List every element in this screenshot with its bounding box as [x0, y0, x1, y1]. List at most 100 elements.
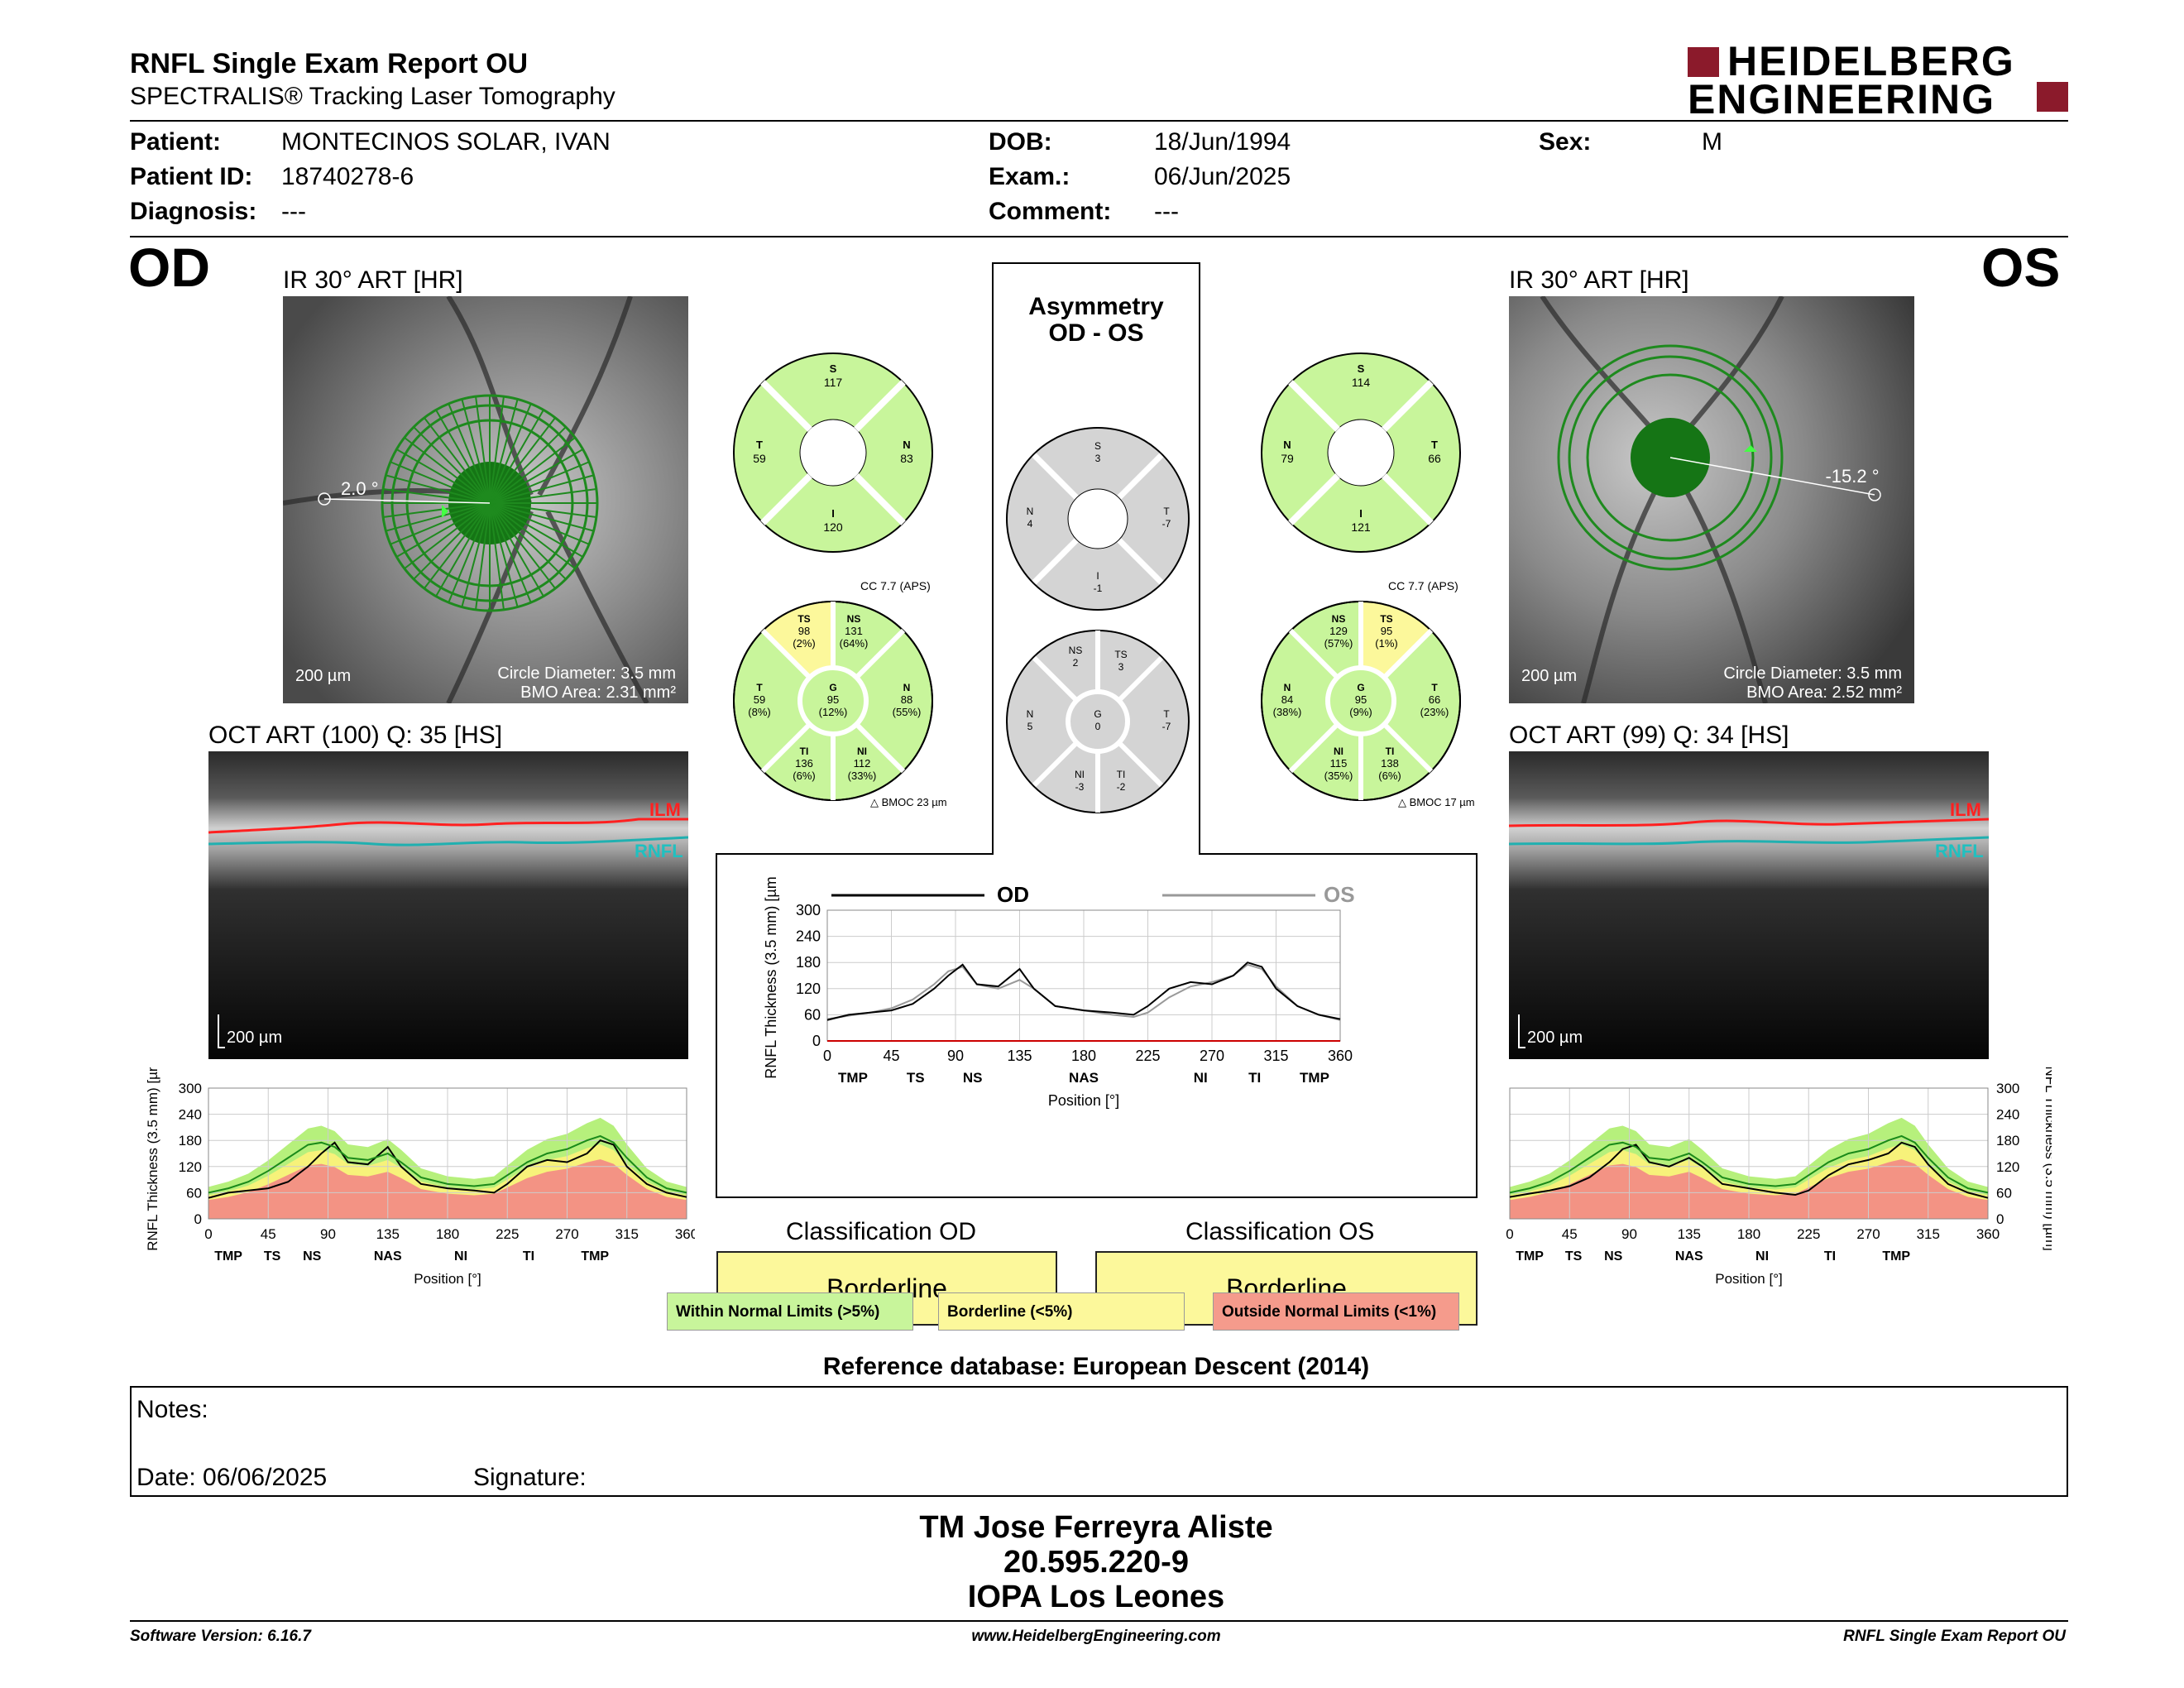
- signer-block: TM Jose Ferreyra Aliste 20.595.220-9 IOP…: [919, 1510, 1273, 1614]
- x-tick-label: 225: [1797, 1226, 1820, 1242]
- x-tick-label: 270: [1200, 1048, 1224, 1064]
- scan-spoke: [489, 502, 519, 607]
- x-tick-label: 90: [947, 1048, 964, 1064]
- svg-text:59: 59: [754, 693, 765, 706]
- scan-spoke: [489, 502, 584, 558]
- y-tick-label: 120: [179, 1159, 202, 1175]
- svg-text:136: 136: [795, 757, 813, 770]
- legend-od: OD: [997, 882, 1029, 907]
- scan-spoke: [424, 417, 491, 504]
- svg-text:I: I: [1359, 507, 1363, 520]
- scan-spoke: [489, 426, 567, 504]
- x-axis-label: Position [°]: [1048, 1092, 1119, 1109]
- x-tick-label: 0: [204, 1226, 212, 1242]
- sector-label: TMP: [1882, 1249, 1910, 1264]
- dob-value: 18/Jun/1994: [1154, 128, 1291, 156]
- y-tick-label: 240: [796, 928, 821, 945]
- svg-text:NI: NI: [1334, 746, 1343, 757]
- svg-text:NI: NI: [1075, 769, 1085, 780]
- sector-label: TMP: [214, 1249, 242, 1264]
- svg-text:200 µm: 200 µm: [227, 1029, 282, 1047]
- dob-label: DOB:: [989, 128, 1052, 156]
- report-subtitle: SPECTRALIS® Tracking Laser Tomography: [130, 83, 615, 110]
- sector-label: TS: [1565, 1249, 1583, 1264]
- svg-text:-7: -7: [1162, 518, 1171, 530]
- os-eye-label: OS: [1981, 237, 2061, 298]
- scan-spoke: [489, 502, 505, 611]
- svg-text:79: 79: [1281, 452, 1294, 465]
- y-tick-label: 300: [1996, 1081, 2019, 1096]
- x-tick-label: 135: [1678, 1226, 1701, 1242]
- reference-database: Reference database: European Descent (20…: [822, 1353, 1370, 1380]
- x-tick-label: 180: [1071, 1048, 1096, 1064]
- svg-text:120: 120: [823, 520, 843, 534]
- scan-spoke: [489, 403, 532, 504]
- y-tick-label: 180: [1996, 1133, 2019, 1149]
- x-tick-label: 90: [1621, 1226, 1637, 1242]
- scan-spoke: [475, 396, 491, 504]
- legend-within: Within Normal Limits (>5%): [667, 1292, 913, 1331]
- y-tick-label: 0: [812, 1033, 821, 1049]
- website-link[interactable]: www.HeidelbergEngineering.com: [971, 1628, 1221, 1645]
- svg-text:121: 121: [1351, 520, 1371, 534]
- scan-spoke: [489, 502, 576, 569]
- scan-spoke: [489, 502, 594, 532]
- x-tick-label: 315: [615, 1226, 639, 1242]
- svg-text:95: 95: [1381, 625, 1392, 637]
- scan-spoke: [448, 403, 491, 504]
- patient-label: Patient:: [130, 128, 222, 156]
- od-cc: CC 7.7 (APS): [860, 579, 931, 592]
- scan-spoke: [461, 399, 491, 504]
- os-oct-scan: ILM RNFL 200 µm: [1508, 751, 1990, 1059]
- classification-os-title: Classification OS: [1185, 1218, 1375, 1245]
- svg-text:N: N: [1027, 506, 1034, 517]
- asym-sector-wheel: NS 2 TS 3 N 5 G 0 T -7 NI -3 TI -2: [1006, 630, 1190, 813]
- os-ir-title: IR 30° ART [HR]: [1509, 266, 1689, 294]
- svg-text:-7: -7: [1162, 721, 1171, 732]
- sector-label: NS: [1604, 1249, 1623, 1264]
- svg-text:95: 95: [827, 693, 839, 706]
- legend-outside: Outside Normal Limits (<1%): [1213, 1292, 1459, 1331]
- svg-text:(38%): (38%): [1273, 706, 1302, 718]
- legend-borderline: Borderline (<5%): [938, 1292, 1185, 1331]
- sector-label: NI: [1755, 1249, 1769, 1264]
- svg-text:2.0 °: 2.0 °: [341, 478, 379, 499]
- x-tick-label: 315: [1263, 1048, 1288, 1064]
- notes-label: Notes:: [136, 1396, 208, 1423]
- svg-text:129: 129: [1329, 625, 1348, 637]
- scan-spoke: [395, 502, 491, 558]
- svg-text:200 µm: 200 µm: [1521, 667, 1577, 685]
- svg-text:(33%): (33%): [848, 770, 877, 782]
- y-tick-label: 60: [186, 1185, 202, 1201]
- svg-text:G: G: [829, 682, 836, 693]
- scan-spoke: [489, 437, 576, 504]
- x-tick-label: 315: [1917, 1226, 1940, 1242]
- sector-label: NI: [454, 1249, 467, 1264]
- classification-od-title: Classification OD: [786, 1218, 977, 1245]
- svg-text:115: 115: [1330, 757, 1348, 770]
- scan-spoke: [489, 461, 590, 504]
- y-tick-label: 300: [796, 902, 821, 918]
- y-tick-label: 120: [1996, 1159, 2019, 1175]
- y-tick-label: 300: [179, 1081, 202, 1096]
- svg-text:200 µm: 200 µm: [295, 667, 351, 685]
- svg-text:NS: NS: [847, 613, 861, 625]
- legend-os: OS: [1324, 882, 1355, 907]
- os-cc: CC 7.7 (APS): [1388, 579, 1458, 592]
- svg-text:4: 4: [1027, 518, 1033, 530]
- comment-value: ---: [1154, 198, 1179, 225]
- scan-spoke: [489, 502, 544, 597]
- y-axis-label: RNFL Thickness (3.5 mm) [µm]: [145, 1067, 160, 1251]
- os-sector-wheel: NS 129 (57%) TS 95 (1%) N 84 (38%) G 95 …: [1261, 601, 1461, 801]
- svg-text:200 µm: 200 µm: [1527, 1029, 1583, 1047]
- x-tick-label: 45: [883, 1048, 899, 1064]
- svg-text:138: 138: [1381, 757, 1399, 770]
- plot-frame: [1509, 1087, 1989, 1220]
- y-tick-label: 60: [1996, 1185, 2012, 1201]
- sector-label: NAS: [1675, 1249, 1703, 1264]
- x-tick-label: 270: [1856, 1226, 1880, 1242]
- svg-text:0: 0: [1095, 721, 1101, 732]
- svg-text:(23%): (23%): [1420, 706, 1449, 718]
- y-tick-label: 240: [179, 1107, 202, 1123]
- y-tick-label: 240: [1996, 1107, 2019, 1123]
